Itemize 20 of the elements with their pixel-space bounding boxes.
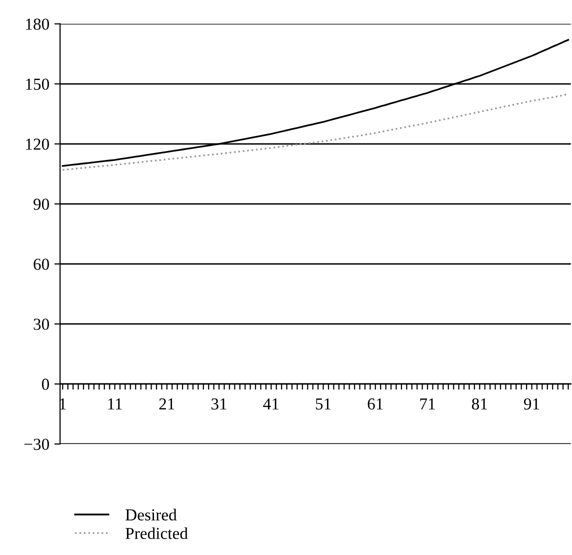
- x-tick-label: 61: [368, 398, 383, 410]
- y-tick-label: 90: [34, 198, 50, 210]
- y-tick-label: 60: [34, 258, 50, 270]
- y-tick-label: −30: [24, 438, 50, 450]
- x-tick-label: 11: [108, 398, 122, 410]
- legend-label: Predicted: [126, 527, 188, 540]
- y-tick-label: 0: [42, 378, 50, 390]
- x-tick-label: 91: [524, 398, 540, 410]
- x-tick-label: 41: [263, 398, 278, 410]
- x-tick-label: 21: [159, 398, 174, 410]
- x-tick-label: 81: [472, 398, 487, 410]
- y-tick-label: 150: [26, 78, 50, 90]
- x-tick-label: 51: [316, 398, 331, 410]
- x-tick-label: 1: [60, 398, 66, 410]
- y-tick-label: 180: [26, 18, 50, 30]
- y-tick-label: 30: [34, 318, 50, 330]
- x-tick-label: 31: [211, 398, 226, 410]
- legend-label: Desired: [126, 508, 177, 520]
- x-tick-label: 71: [420, 398, 435, 410]
- y-tick-label: 120: [26, 138, 50, 150]
